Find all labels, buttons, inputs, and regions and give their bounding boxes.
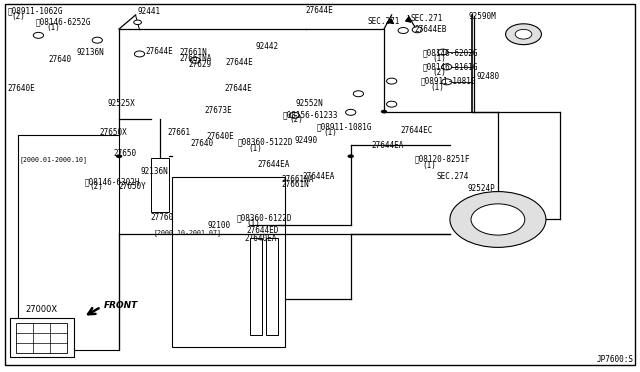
Circle shape (450, 192, 546, 247)
Bar (18, 135, 119, 350)
Circle shape (412, 27, 422, 33)
Text: 92524P: 92524P (467, 185, 495, 193)
Text: 27644EB: 27644EB (415, 25, 447, 33)
Text: 27644ED: 27644ED (246, 226, 279, 235)
Text: (2): (2) (12, 12, 26, 21)
Text: (2): (2) (289, 115, 303, 124)
Text: JP7600:S: JP7600:S (596, 355, 634, 364)
Text: Ⓐ08146-6202G: Ⓐ08146-6202G (422, 48, 478, 57)
Text: FRONT: FRONT (104, 301, 138, 310)
Text: 27661N: 27661N (179, 48, 207, 57)
Circle shape (289, 112, 300, 118)
Circle shape (134, 51, 145, 57)
Text: SEC.271: SEC.271 (411, 14, 444, 23)
Text: 27644E: 27644E (146, 47, 173, 56)
Text: Ⓐ08146-8161G: Ⓐ08146-8161G (422, 62, 478, 71)
Text: Ⓐ08146-6302H: Ⓐ08146-6302H (84, 177, 140, 186)
Text: (2): (2) (90, 182, 104, 191)
Circle shape (438, 49, 448, 55)
Text: ⓝ08911-1062G: ⓝ08911-1062G (8, 7, 63, 16)
Text: (2): (2) (432, 68, 446, 77)
Text: 27000X: 27000X (26, 305, 58, 314)
Text: 27640: 27640 (191, 139, 214, 148)
Circle shape (506, 24, 541, 45)
Text: Ⓐ08156-61233: Ⓐ08156-61233 (283, 110, 339, 119)
Text: SEC.274: SEC.274 (436, 172, 469, 181)
Bar (250, 238, 262, 335)
Text: (1): (1) (46, 23, 60, 32)
Text: 27650Y: 27650Y (118, 182, 146, 191)
Text: 27650: 27650 (114, 149, 137, 158)
Text: 27644EA: 27644EA (371, 141, 404, 150)
Text: 92136N: 92136N (77, 48, 104, 57)
Text: 92480: 92480 (477, 72, 500, 81)
Bar (16, 323, 67, 353)
Circle shape (346, 109, 356, 115)
Text: 92441: 92441 (138, 7, 161, 16)
Text: (1): (1) (430, 83, 444, 92)
Text: 92490: 92490 (294, 136, 317, 145)
Text: Ⓐ08146-6252G: Ⓐ08146-6252G (35, 18, 91, 27)
Bar (10, 318, 74, 357)
Text: ⓝ08911-1081G: ⓝ08911-1081G (316, 122, 372, 131)
Circle shape (442, 64, 452, 70)
Circle shape (381, 110, 387, 113)
Text: 27644EA: 27644EA (257, 160, 290, 169)
Text: 92442: 92442 (256, 42, 279, 51)
Text: 27640E: 27640E (206, 132, 234, 141)
Text: 27661N: 27661N (282, 180, 309, 189)
Circle shape (353, 91, 364, 97)
Text: ⓝ08911-1081G: ⓝ08911-1081G (421, 77, 477, 86)
Text: (1): (1) (422, 161, 436, 170)
Text: Ⓜ08360-5122D: Ⓜ08360-5122D (238, 138, 294, 147)
Bar (151, 158, 169, 212)
Text: SEC.271: SEC.271 (367, 17, 400, 26)
Text: 92525X: 92525X (108, 99, 135, 108)
Circle shape (190, 57, 200, 63)
Text: [2000.01-2000.10]: [2000.01-2000.10] (19, 156, 87, 163)
Text: 27650X: 27650X (99, 128, 127, 137)
Text: 27644E: 27644E (224, 84, 252, 93)
Text: 27673E: 27673E (205, 106, 232, 115)
Text: [2000.10-2001.07]: [2000.10-2001.07] (154, 229, 221, 236)
Circle shape (387, 101, 397, 107)
Text: Ⓜ08360-6122D: Ⓜ08360-6122D (237, 213, 292, 222)
Circle shape (398, 28, 408, 33)
Bar (172, 177, 285, 347)
Text: 27644E: 27644E (306, 6, 333, 15)
Text: 92590M: 92590M (468, 12, 496, 21)
Text: 27644EA: 27644EA (302, 172, 335, 181)
Text: (1): (1) (323, 128, 337, 137)
Text: (1): (1) (432, 54, 446, 63)
Circle shape (471, 204, 525, 235)
Text: 92136N: 92136N (141, 167, 168, 176)
Text: 27661NA: 27661NA (179, 54, 212, 63)
Circle shape (134, 20, 141, 25)
Text: (1): (1) (248, 144, 262, 153)
Text: 27644EC: 27644EC (400, 126, 433, 135)
Circle shape (515, 29, 532, 39)
Text: 92100: 92100 (208, 221, 231, 230)
Text: 27640EA: 27640EA (244, 234, 277, 243)
Text: 27640E: 27640E (8, 84, 35, 93)
Text: 27629: 27629 (189, 60, 212, 69)
Text: 27760: 27760 (150, 213, 173, 222)
Text: 27661NA: 27661NA (282, 175, 314, 184)
Text: 27640: 27640 (48, 55, 71, 64)
Text: Ⓐ08120-8251F: Ⓐ08120-8251F (415, 155, 470, 164)
Text: (1): (1) (246, 219, 260, 228)
Text: 27644E: 27644E (225, 58, 253, 67)
Circle shape (387, 78, 397, 84)
Circle shape (442, 79, 452, 85)
Circle shape (92, 37, 102, 43)
Text: 27661: 27661 (168, 128, 191, 137)
Circle shape (348, 154, 354, 158)
Circle shape (116, 154, 122, 158)
Bar (266, 238, 278, 335)
Circle shape (33, 32, 44, 38)
Text: 92552N: 92552N (296, 99, 323, 108)
